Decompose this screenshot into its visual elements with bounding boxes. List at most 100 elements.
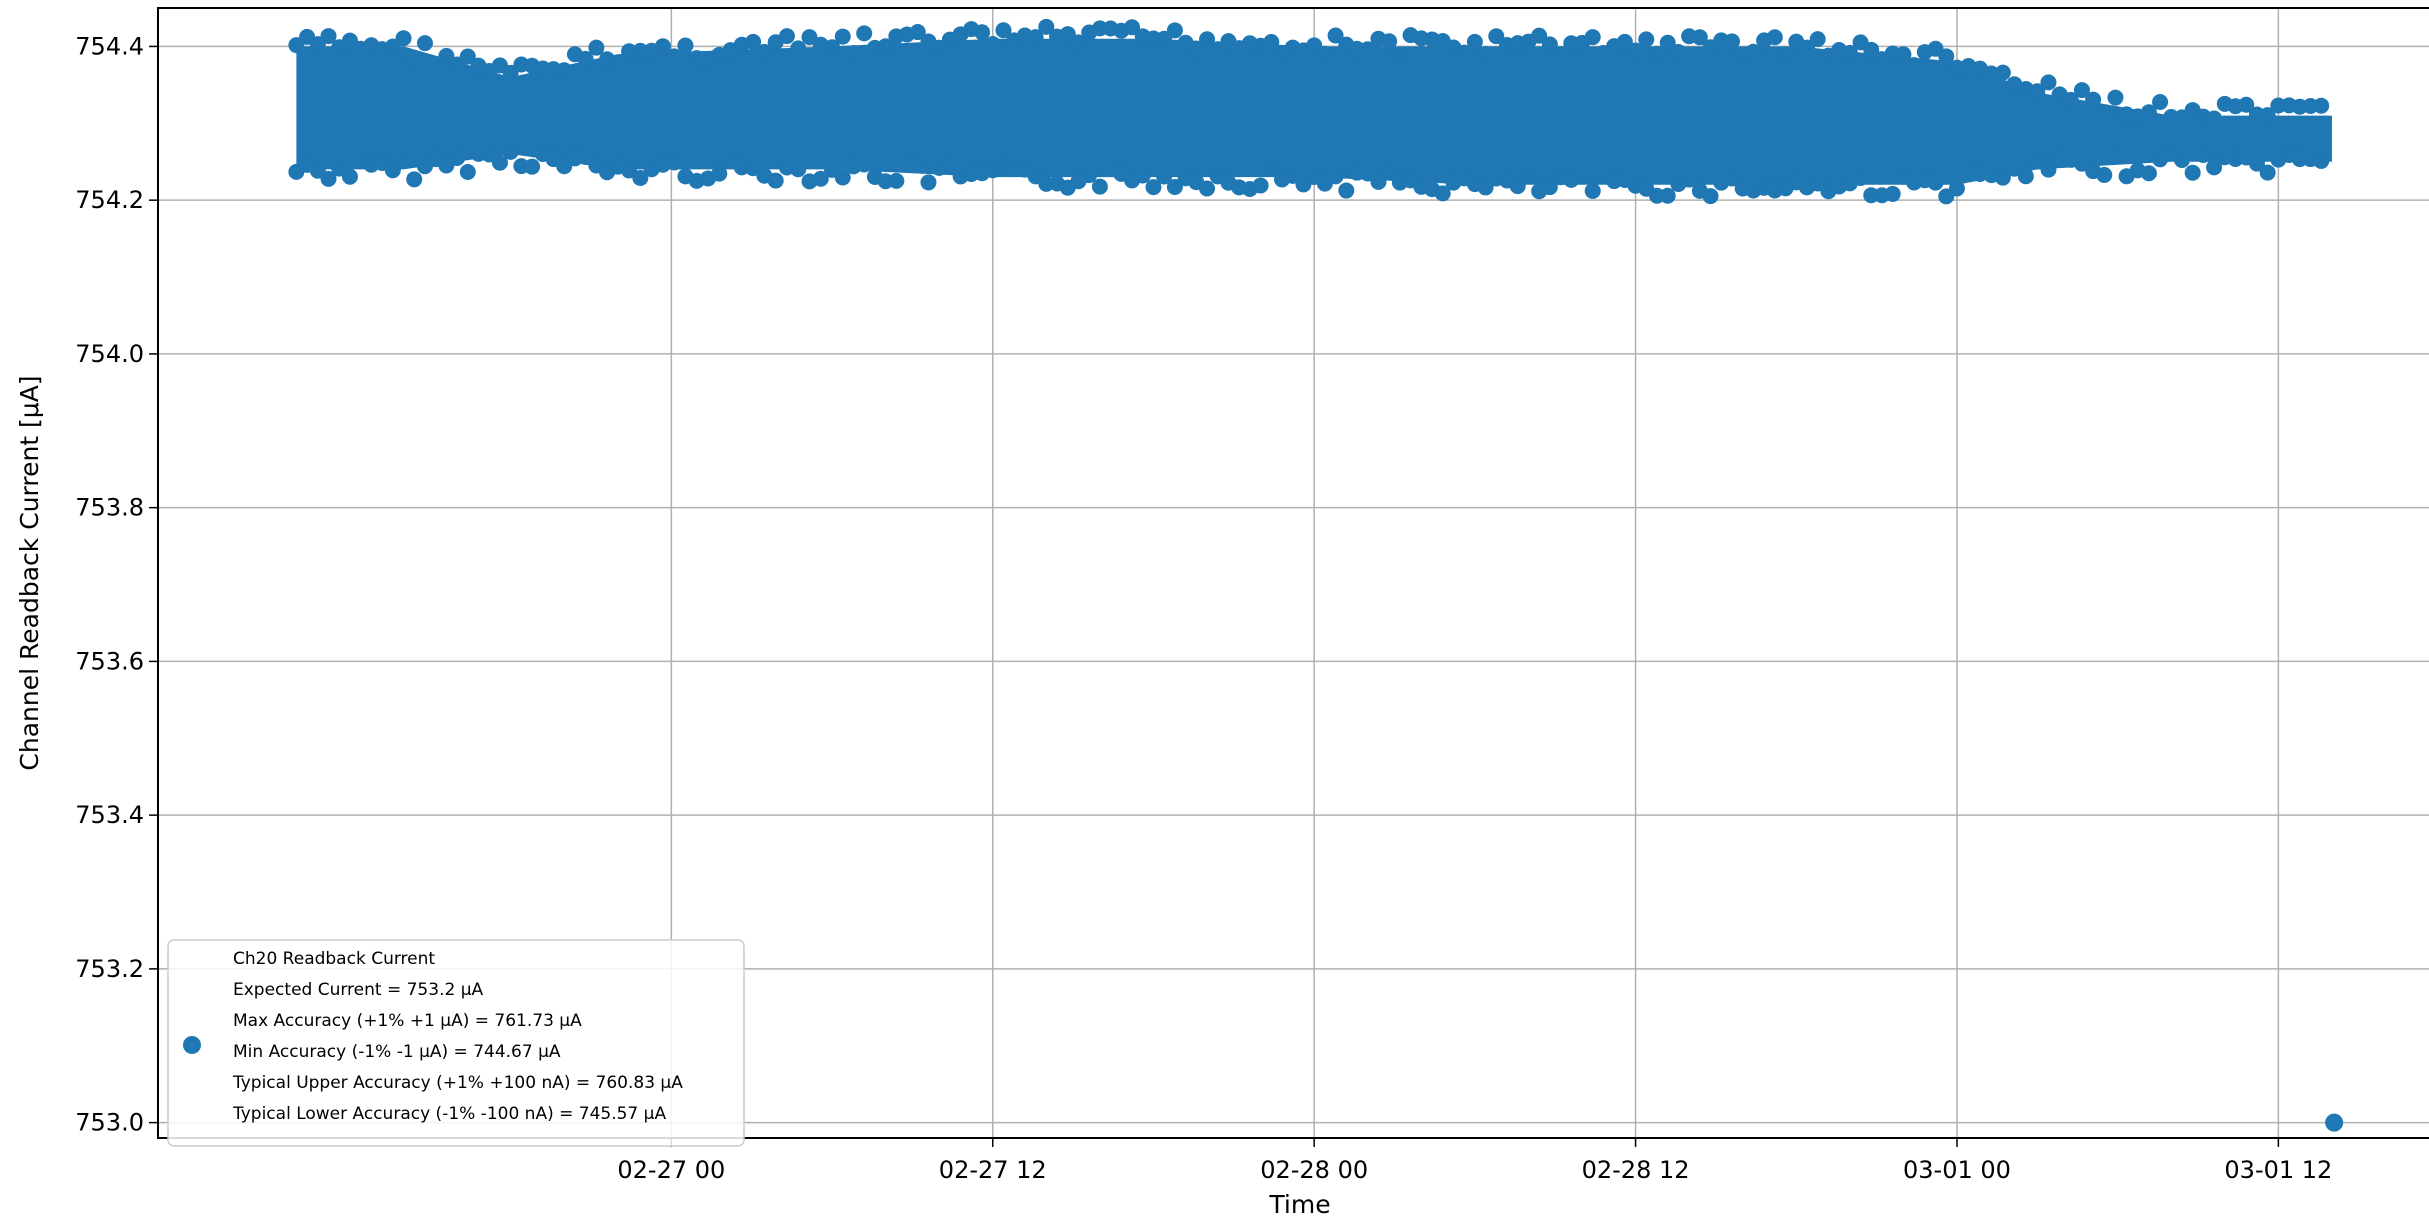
data-point — [1070, 34, 1087, 51]
data-point — [2206, 110, 2223, 127]
data-point — [1798, 39, 1815, 56]
grid — [158, 8, 2429, 1138]
data-point — [384, 38, 401, 55]
data-point — [745, 33, 762, 50]
data-point — [984, 36, 1001, 53]
data-point — [1509, 178, 1526, 195]
data-point — [856, 156, 873, 173]
data-point — [2184, 164, 2201, 181]
y-tick-label: 754.0 — [75, 340, 144, 368]
data-point — [834, 169, 851, 186]
data-point — [790, 40, 807, 57]
data-point — [1284, 167, 1301, 184]
y-tick-label: 754.2 — [75, 186, 144, 214]
data-point — [2029, 153, 2046, 170]
data-point — [1145, 179, 1162, 196]
data-point — [1994, 64, 2011, 81]
data-point — [2206, 159, 2223, 176]
data-point — [2040, 161, 2057, 178]
data-point — [1948, 180, 1965, 197]
data-point — [2152, 94, 2169, 111]
data-point — [824, 39, 841, 56]
data-point — [1134, 167, 1151, 184]
data-point — [1263, 160, 1280, 177]
legend-line: Ch20 Readback Current — [233, 949, 435, 969]
data-point — [1616, 33, 1633, 50]
data-point — [1627, 42, 1644, 59]
data-point — [1359, 165, 1376, 182]
data-point — [1723, 170, 1740, 187]
data-point — [1983, 65, 2000, 82]
legend-line: Typical Upper Accuracy (+1% +100 nA) = 7… — [232, 1073, 683, 1093]
data-point — [1971, 165, 1988, 182]
data-point — [1252, 177, 1269, 194]
data-point — [888, 172, 905, 189]
x-axis-label: Time — [1268, 1190, 1330, 1219]
data-point — [588, 39, 605, 56]
data-point — [416, 35, 433, 52]
data-point — [2073, 82, 2090, 99]
data-point — [920, 174, 937, 191]
data-point — [1306, 37, 1323, 54]
data-point — [1316, 45, 1333, 62]
legend-marker — [183, 1036, 201, 1054]
data-point — [2006, 160, 2023, 177]
data-point — [1166, 22, 1183, 39]
data-point — [1327, 27, 1344, 44]
data-point — [1359, 41, 1376, 58]
data-point — [778, 28, 795, 45]
data-point — [1691, 29, 1708, 46]
data-point — [1584, 182, 1601, 199]
data-point — [632, 42, 649, 59]
data-point — [1960, 165, 1977, 182]
x-tick-label: 02-27 12 — [939, 1156, 1047, 1184]
data-point — [1863, 41, 1880, 58]
data-point — [1381, 33, 1398, 50]
data-point — [556, 62, 573, 79]
data-point — [1338, 182, 1355, 199]
data-point — [609, 55, 626, 72]
data-point — [1391, 47, 1408, 64]
data-point — [1994, 169, 2011, 186]
data-point — [1166, 178, 1183, 195]
data-point — [1809, 31, 1826, 48]
data-point — [1552, 46, 1569, 63]
data-point — [1477, 179, 1494, 196]
data-point — [320, 28, 337, 45]
data-point — [1199, 180, 1216, 197]
legend-line: Min Accuracy (-1% -1 μA) = 744.67 μA — [233, 1042, 561, 1062]
data-point — [1659, 34, 1676, 51]
data-point — [1520, 167, 1537, 184]
data-point — [2096, 105, 2113, 122]
data-point — [1434, 185, 1451, 202]
data-point — [2140, 104, 2157, 121]
data-point — [1681, 171, 1698, 188]
data-point — [1541, 179, 1558, 196]
data-point — [745, 160, 762, 177]
data-point — [621, 162, 638, 179]
data-points — [288, 18, 2344, 1132]
data-point — [1927, 174, 1944, 191]
data-point — [577, 50, 594, 67]
data-band — [296, 38, 2332, 185]
plot-frame — [157, 7, 2429, 1139]
data-point — [711, 165, 728, 182]
legend: Ch20 Readback Current Expected Current = … — [167, 939, 745, 1147]
data-point — [909, 24, 926, 41]
data-point — [1884, 185, 1901, 202]
data-point — [909, 156, 926, 173]
data-point — [812, 170, 829, 187]
x-tick-label: 02-27 00 — [617, 1156, 725, 1184]
data-point — [1199, 31, 1216, 48]
legend-line: Typical Lower Accuracy (-1% -100 nA) = 7… — [232, 1104, 666, 1124]
data-point — [2259, 107, 2276, 124]
data-point — [1541, 36, 1558, 53]
y-tick-label: 753.4 — [75, 801, 144, 829]
data-point — [790, 161, 807, 178]
data-point — [1841, 44, 1858, 61]
data-point — [1124, 19, 1141, 36]
legend-line: Expected Current = 753.2 μA — [233, 980, 484, 1000]
data-point — [341, 168, 358, 185]
data-point — [1038, 18, 1055, 35]
data-point — [449, 150, 466, 167]
